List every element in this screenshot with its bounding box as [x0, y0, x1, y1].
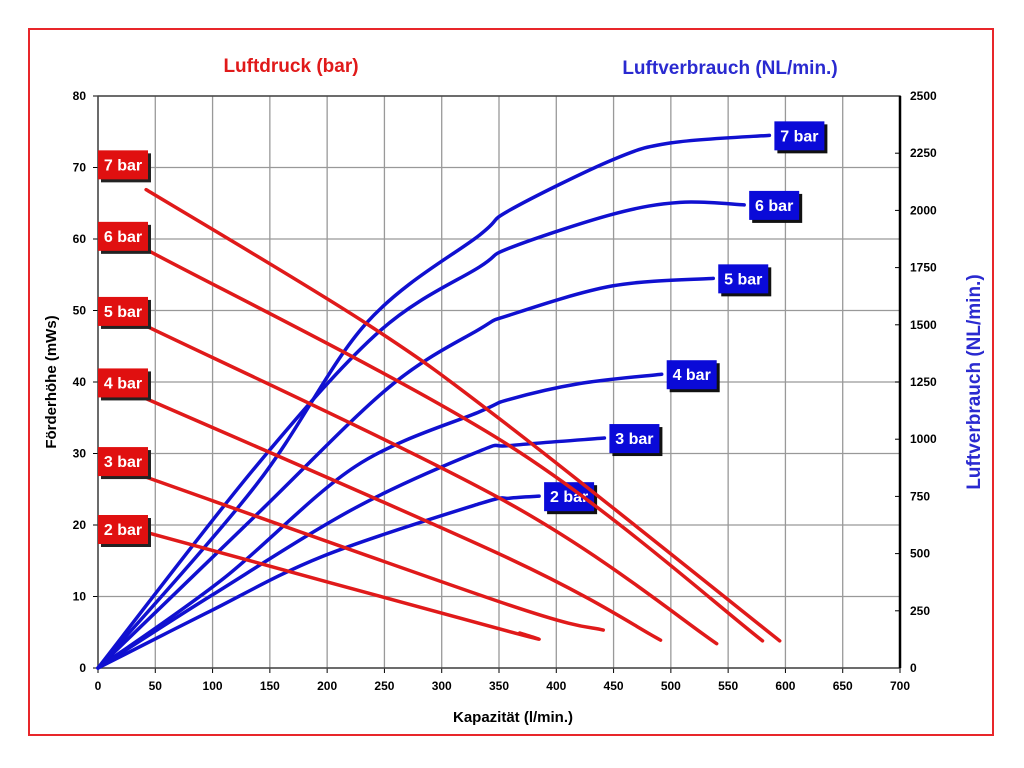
air-label-box — [666, 360, 717, 390]
air-label: 4 bar — [673, 367, 711, 384]
y2-tick-label: 2250 — [910, 146, 937, 160]
y2-tick-label: 1250 — [910, 375, 937, 389]
x-tick-label: 550 — [718, 679, 738, 693]
head-label: 5 bar — [104, 304, 142, 321]
y2-tick-label: 250 — [910, 604, 930, 618]
x-tick-label: 350 — [489, 679, 509, 693]
head-curve-3-bar — [134, 471, 606, 632]
y2-tick-label: 500 — [910, 547, 930, 561]
head-label: 3 bar — [104, 454, 142, 471]
air-label: 5 bar — [724, 271, 762, 288]
y2-axis-label: Luftverbrauch (NL/min.) — [964, 274, 985, 489]
y2-tick-label: 2000 — [910, 203, 937, 217]
x-tick-label: 150 — [260, 679, 280, 693]
x-tick-label: 500 — [661, 679, 681, 693]
head-curve-5-bar — [137, 320, 719, 646]
air-label-box — [749, 190, 800, 220]
y2-tick-label: 1750 — [910, 261, 937, 275]
head-label: 2 bar — [104, 522, 142, 539]
x-tick-label: 0 — [95, 679, 102, 693]
y2-tick-label: 1500 — [910, 318, 937, 332]
x-tick-label: 250 — [374, 679, 394, 693]
air-label: 7 bar — [780, 128, 818, 145]
x-tick-label: 650 — [833, 679, 853, 693]
air-curve-2-bar — [96, 494, 541, 670]
x-tick-label: 400 — [546, 679, 566, 693]
title-left: Luftdruck (bar) — [223, 56, 358, 77]
x-tick-label: 700 — [890, 679, 910, 693]
air-curve-3-bar — [96, 436, 607, 670]
head-label-box — [98, 368, 148, 398]
x-tick-label: 50 — [149, 679, 163, 693]
y2-tick-label: 750 — [910, 489, 930, 503]
y-tick-label: 10 — [73, 590, 87, 604]
x-tick-label: 200 — [317, 679, 337, 693]
head-label-box — [98, 150, 148, 180]
y-tick-label: 40 — [73, 375, 87, 389]
air-curve-4-bar — [96, 372, 664, 670]
air-label: 6 bar — [755, 198, 793, 215]
x-tick-label: 300 — [432, 679, 452, 693]
head-label: 7 bar — [104, 157, 142, 174]
head-label-box — [98, 221, 148, 251]
head-curve-7-bar — [144, 187, 782, 643]
y2-tick-label: 1000 — [910, 432, 937, 446]
y-tick-label: 0 — [79, 661, 86, 675]
head-curve-4-bar — [134, 392, 663, 642]
air-curve-5-bar — [96, 276, 715, 670]
air-curve-7-bar — [96, 133, 772, 670]
y-tick-label: 30 — [73, 447, 87, 461]
y-tick-label: 80 — [73, 89, 87, 103]
x-tick-label: 450 — [604, 679, 624, 693]
x-axis-label: Kapazität (l/min.) — [453, 709, 573, 726]
x-tick-label: 600 — [775, 679, 795, 693]
air-label-box — [718, 264, 769, 294]
y-tick-label: 70 — [73, 161, 87, 175]
head-curve-6-bar — [148, 250, 765, 643]
air-label: 3 bar — [615, 431, 653, 448]
x-tick-label: 100 — [203, 679, 223, 693]
y-tick-label: 60 — [73, 232, 87, 246]
y-tick-label: 50 — [73, 304, 87, 318]
head-label-box — [98, 296, 148, 326]
air-label-box — [609, 424, 660, 454]
title-right: Luftverbrauch (NL/min.) — [622, 58, 837, 79]
y2-tick-label: 2500 — [910, 89, 937, 103]
air-label-box — [774, 121, 825, 151]
air-curve-6-bar — [96, 200, 746, 670]
y-tick-label: 20 — [73, 518, 87, 532]
head-label-box — [98, 515, 148, 544]
head-label: 4 bar — [104, 375, 142, 392]
y-axis-label: Förderhöhe (mWs) — [43, 315, 60, 448]
head-curve-2-bar — [148, 531, 541, 641]
head-label-box — [98, 447, 148, 477]
chart-frame — [28, 28, 994, 736]
head-label: 6 bar — [104, 229, 142, 246]
y2-tick-label: 0 — [910, 661, 917, 675]
